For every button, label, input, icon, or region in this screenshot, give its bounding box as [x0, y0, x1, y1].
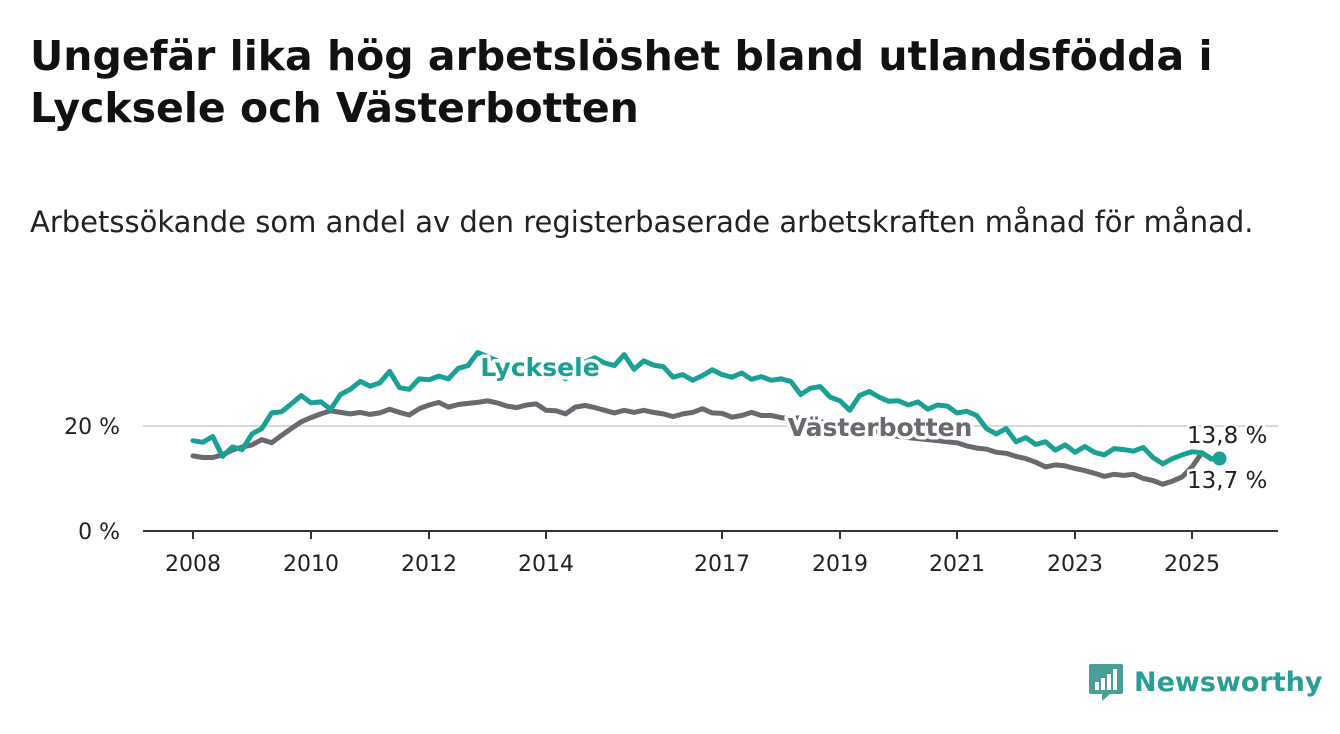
- y-tick-label: 20 %: [64, 415, 120, 440]
- series-label-vasterbotten: Västerbotten: [788, 413, 973, 442]
- x-tick-label: 2012: [401, 552, 457, 577]
- bar-chart-icon: [1089, 664, 1123, 701]
- series-line-v-sterbotten: [190, 398, 1214, 487]
- series-line-lycksele: [190, 350, 1214, 467]
- end-point-marker: [1212, 451, 1227, 466]
- end-value-label: 13,7 %: [1187, 468, 1267, 494]
- x-tick-label: 2014: [518, 552, 574, 577]
- x-tick-label: 2021: [929, 552, 985, 577]
- chart-title: Ungefär lika hög arbetslöshet bland utla…: [30, 32, 1213, 132]
- series-lines: [190, 350, 1227, 487]
- end-value-label: 13,8 %: [1187, 423, 1267, 449]
- x-tick-label: 2010: [283, 552, 339, 577]
- x-tick-label: 2017: [694, 552, 750, 577]
- x-tick-label: 2025: [1164, 552, 1220, 577]
- x-axis: 2008 2010 2012 2014 2017 2019 2021 2023 2025: [143, 530, 1278, 577]
- x-tick-label: 2023: [1047, 552, 1103, 577]
- x-tick-label: 2019: [812, 552, 868, 577]
- newsworthy-logo: Newsworthy: [1088, 660, 1322, 704]
- y-tick-label: 0 %: [78, 520, 120, 545]
- x-tick-label: 2008: [165, 552, 221, 577]
- brand-name: Newsworthy: [1134, 666, 1323, 698]
- chart-subtitle: Arbetssökande som andel av den registerb…: [30, 205, 1254, 239]
- y-axis: 0 % 20 %: [64, 415, 120, 545]
- series-label-lycksele: Lycksele: [480, 353, 599, 382]
- series-labels: Lycksele Västerbotten 13,8 % 13,7 %: [477, 350, 1270, 497]
